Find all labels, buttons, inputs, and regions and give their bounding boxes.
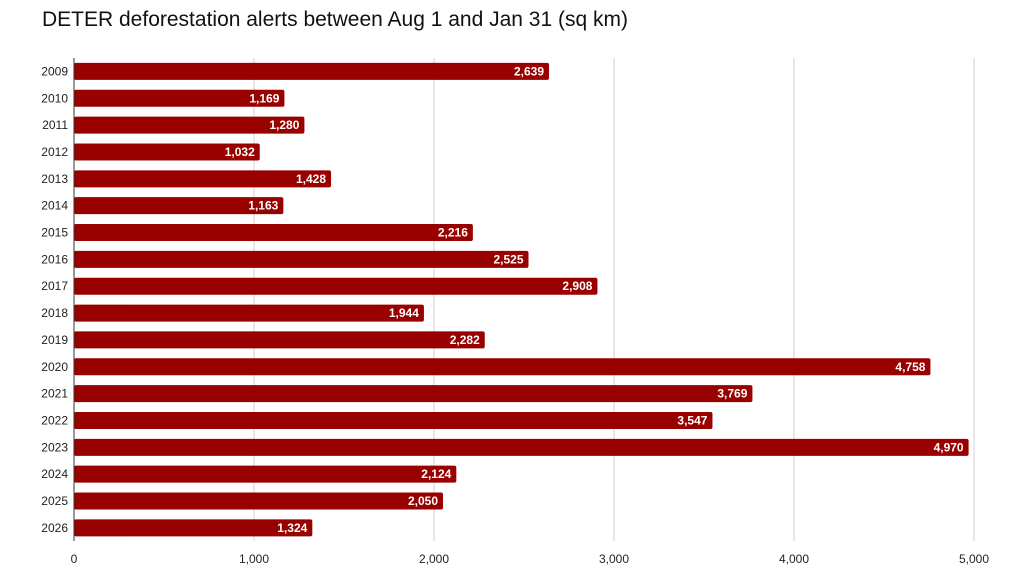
chart-title: DETER deforestation alerts between Aug 1… — [42, 8, 628, 31]
data-label: 1,324 — [277, 521, 307, 535]
bar — [74, 385, 753, 403]
bar — [74, 116, 305, 134]
bar — [74, 438, 969, 456]
category-label: 2025 — [41, 494, 68, 508]
data-label: 2,525 — [493, 252, 523, 266]
x-tick-label: 0 — [71, 552, 78, 566]
bar — [74, 89, 285, 107]
data-label: 2,282 — [450, 333, 480, 347]
data-label: 1,169 — [249, 91, 279, 105]
category-label: 2009 — [41, 64, 68, 78]
bar — [74, 143, 260, 161]
data-label: 3,547 — [677, 413, 707, 427]
bar — [74, 62, 550, 80]
x-tick-label: 1,000 — [239, 552, 269, 566]
bar — [74, 197, 284, 215]
data-label: 4,758 — [895, 360, 925, 374]
bar — [74, 170, 332, 188]
bar — [74, 331, 485, 349]
category-label: 2023 — [41, 440, 68, 454]
bar — [74, 304, 424, 322]
data-label: 1,944 — [389, 306, 419, 320]
bar — [74, 250, 529, 268]
category-label: 2013 — [41, 172, 68, 186]
category-label: 2021 — [41, 387, 68, 401]
x-tick-label: 3,000 — [599, 552, 629, 566]
bar — [74, 358, 931, 376]
x-tick-label: 4,000 — [779, 552, 809, 566]
category-label: 2026 — [41, 521, 68, 535]
category-label: 2022 — [41, 413, 68, 427]
category-label: 2014 — [41, 199, 68, 213]
bar — [74, 277, 598, 295]
bar — [74, 492, 443, 510]
data-label: 1,428 — [296, 172, 326, 186]
data-label: 2,639 — [514, 64, 544, 78]
x-tick-label: 2,000 — [419, 552, 449, 566]
data-label: 1,280 — [269, 118, 299, 132]
category-label: 2018 — [41, 306, 68, 320]
category-label: 2024 — [41, 467, 68, 481]
bar — [74, 411, 713, 429]
data-label: 3,769 — [717, 387, 747, 401]
category-label: 2016 — [41, 252, 68, 266]
data-label: 1,032 — [225, 145, 255, 159]
category-label: 2010 — [41, 91, 68, 105]
category-label: 2011 — [42, 118, 68, 132]
category-label: 2015 — [41, 226, 68, 240]
category-label: 2017 — [41, 279, 68, 293]
data-label: 2,908 — [562, 279, 592, 293]
category-label: 2020 — [41, 360, 68, 374]
category-label: 2012 — [41, 145, 68, 159]
data-label: 2,050 — [408, 494, 438, 508]
x-tick-label: 5,000 — [959, 552, 989, 566]
bar — [74, 465, 457, 483]
data-label: 1,163 — [248, 199, 278, 213]
bar — [74, 224, 473, 242]
data-label: 4,970 — [934, 440, 964, 454]
data-label: 2,216 — [438, 226, 468, 240]
data-label: 2,124 — [421, 467, 451, 481]
category-label: 2019 — [41, 333, 68, 347]
bar — [74, 519, 313, 537]
